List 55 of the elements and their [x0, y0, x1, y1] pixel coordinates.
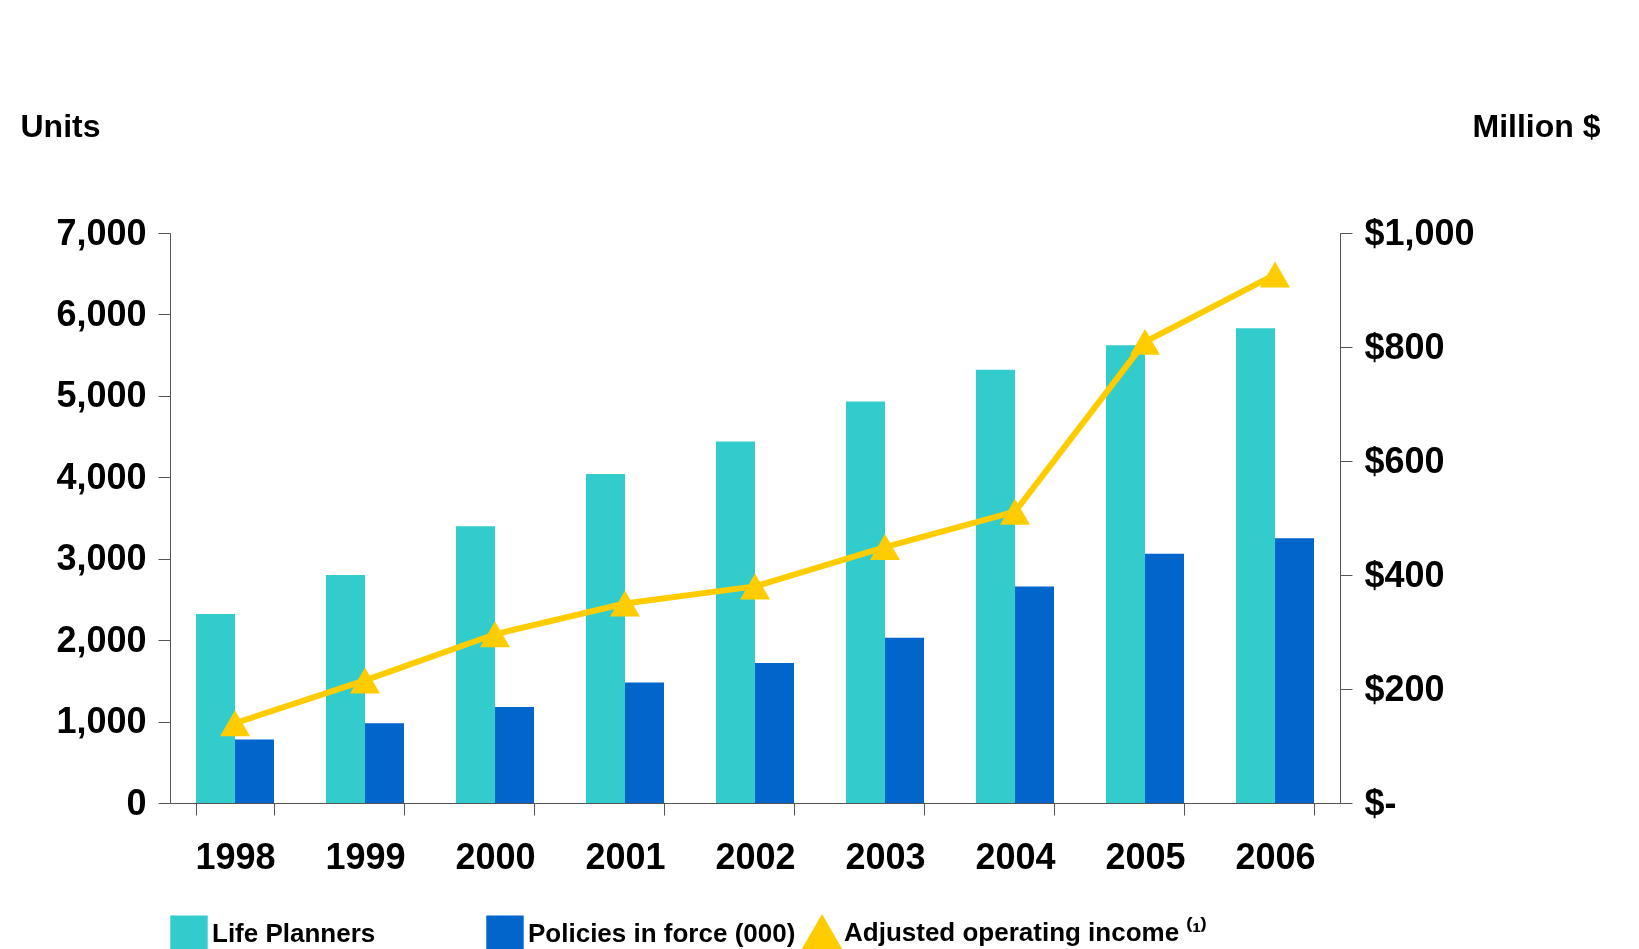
bar [625, 682, 664, 803]
x-tick-label: 2000 [455, 835, 536, 877]
x-tick-label: 2004 [975, 835, 1056, 877]
bar [586, 474, 625, 803]
bar [1236, 328, 1275, 803]
bar [235, 739, 274, 803]
x-tick-label: 2005 [1105, 835, 1186, 877]
bar [1275, 538, 1314, 803]
bar [846, 401, 885, 803]
point [610, 590, 640, 617]
y2-tick-label: $800 [1364, 325, 1445, 367]
x-tick-label: 1999 [325, 835, 406, 877]
x-tick-label: 2001 [585, 835, 666, 877]
y-tick-label: 5,000 [56, 374, 147, 416]
y2-tick-label: $- [1364, 781, 1397, 823]
bar [365, 723, 404, 803]
x-tick-label: 1998 [195, 835, 276, 877]
bar [495, 706, 534, 803]
point [740, 573, 770, 600]
point [480, 621, 510, 648]
point [220, 710, 250, 737]
bar [976, 369, 1015, 803]
y-tick-label: 6,000 [56, 292, 147, 334]
bar [885, 637, 924, 803]
legend-label: Adjusted operating income ⁽¹⁾ [844, 916, 1208, 947]
y-tick-label: 7,000 [56, 211, 147, 253]
y-axis-title: Units [20, 107, 101, 144]
y-tick-label: 0 [126, 781, 147, 823]
bar [1015, 586, 1054, 803]
bar [1145, 553, 1184, 803]
point [350, 667, 380, 694]
bar [326, 575, 365, 803]
point [1000, 498, 1030, 525]
y2-tick-label: $200 [1364, 667, 1445, 709]
point [1130, 328, 1160, 355]
point [1260, 261, 1290, 288]
bar [1106, 345, 1145, 803]
y2-tick-label: $600 [1364, 439, 1445, 481]
bar [196, 614, 235, 803]
y2-tick-label: $1,000 [1364, 211, 1475, 253]
x-tick-label: 2002 [715, 835, 796, 877]
y-tick-label: 2,000 [56, 618, 147, 660]
y-tick-label: 1,000 [56, 700, 147, 742]
point [870, 534, 900, 561]
y2-axis-title: Million $ [1472, 107, 1601, 144]
bar [456, 526, 495, 803]
y-tick-label: 4,000 [56, 455, 147, 497]
legend-label: Policies in force (000) [528, 918, 796, 949]
y-tick-label: 3,000 [56, 537, 147, 579]
x-tick-label: 2006 [1235, 835, 1316, 877]
legend-label: Life Planners [212, 918, 376, 949]
bar [755, 662, 794, 803]
y2-tick-label: $400 [1364, 553, 1445, 595]
x-tick-label: 2003 [845, 835, 926, 877]
bar [716, 441, 755, 803]
